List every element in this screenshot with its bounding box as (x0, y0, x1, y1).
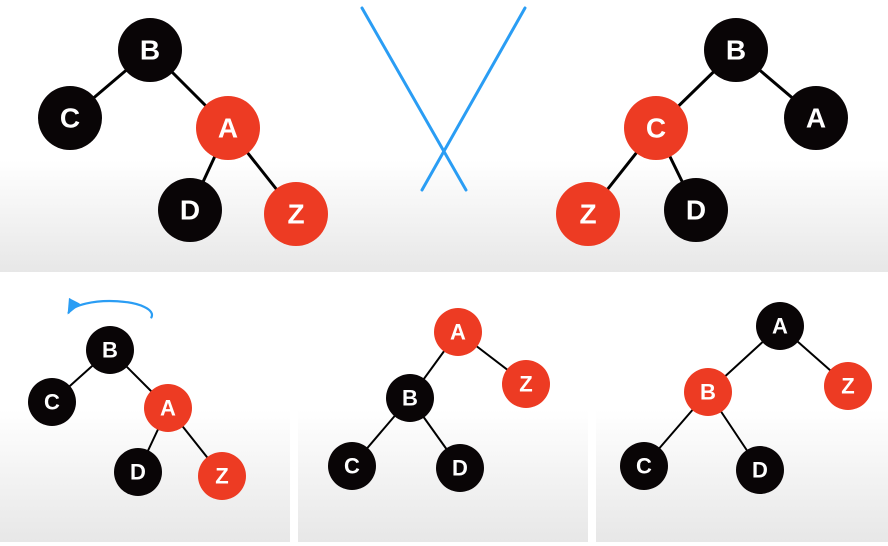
tree-node: A (784, 86, 848, 150)
node-label: C (344, 454, 360, 479)
tree-node: A (196, 96, 260, 160)
tree-node: D (436, 444, 484, 492)
tree-node: B (704, 18, 768, 82)
node-label: B (140, 35, 160, 66)
node-label: C (44, 390, 60, 415)
node-label: C (636, 454, 652, 479)
tree-node: C (328, 442, 376, 490)
tree-node: D (158, 178, 222, 242)
node-label: B (700, 380, 716, 405)
tree-node: C (620, 442, 668, 490)
bottom-panel: A B Z C D (596, 290, 888, 542)
tree-node: C (624, 96, 688, 160)
node-label: C (60, 103, 80, 134)
node-label: Z (579, 199, 596, 230)
node-label: Z (519, 372, 532, 397)
tree-node: B (86, 326, 134, 374)
node-label: A (450, 320, 466, 345)
tree-node: Z (824, 362, 872, 410)
tree-node: D (736, 446, 784, 494)
node-label: A (806, 103, 826, 134)
tree-node: C (28, 378, 76, 426)
tree-node: B (118, 18, 182, 82)
tree-node: C (38, 86, 102, 150)
diagram-canvas: B C A D Z B A C D Z B C A D Z A B Z C D A B Z C D (0, 0, 888, 546)
node-label: A (772, 314, 788, 339)
node-label: B (102, 338, 118, 363)
node-label: Z (215, 464, 228, 489)
node-label: A (160, 396, 176, 421)
tree-node: Z (198, 452, 246, 500)
node-label: D (686, 195, 706, 226)
node-label: D (180, 195, 200, 226)
tree-node: A (144, 384, 192, 432)
tree-node: B (386, 374, 434, 422)
node-label: B (726, 35, 746, 66)
top-panel: B C A D Z B A C D Z (0, 0, 888, 272)
tree-node: Z (556, 182, 620, 246)
tree-node: A (756, 302, 804, 350)
node-label: D (130, 460, 146, 485)
node-label: C (646, 113, 666, 144)
panel-background (596, 290, 888, 542)
node-label: B (402, 386, 418, 411)
node-label: D (452, 456, 468, 481)
tree-node: Z (264, 182, 328, 246)
node-label: A (218, 113, 238, 144)
tree-node: Z (502, 360, 550, 408)
bottom-panel: A B Z C D (298, 290, 588, 542)
node-label: Z (287, 199, 304, 230)
bottom-panel: B C A D Z (0, 290, 290, 542)
node-label: Z (841, 374, 854, 399)
tree-node: D (664, 178, 728, 242)
tree-node: B (684, 368, 732, 416)
tree-node: A (434, 308, 482, 356)
tree-node: D (114, 448, 162, 496)
node-label: D (752, 458, 768, 483)
